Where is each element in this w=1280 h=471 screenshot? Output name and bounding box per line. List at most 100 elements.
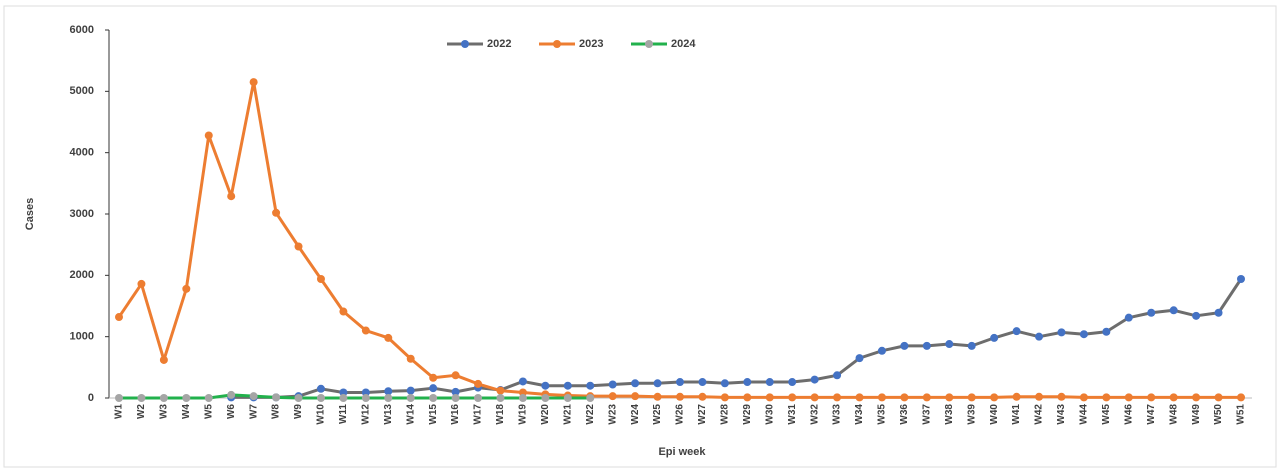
x-tick-label: W45 (1101, 404, 1112, 425)
legend-label: 2023 (579, 38, 603, 50)
data-point (227, 192, 236, 201)
data-point (339, 307, 348, 316)
data-point (1147, 393, 1156, 402)
data-point (608, 392, 617, 401)
x-tick-label: W6 (226, 404, 237, 419)
data-point (877, 346, 886, 355)
x-tick-label: W39 (966, 404, 977, 425)
data-point (339, 394, 348, 402)
data-point (182, 394, 191, 402)
x-tick-label: W34 (854, 404, 865, 425)
x-tick-label: W37 (921, 404, 932, 425)
data-point (541, 381, 550, 390)
data-point (429, 384, 438, 393)
data-point (159, 394, 168, 402)
data-point (563, 394, 572, 402)
data-point (698, 378, 707, 387)
x-tick-label: W40 (989, 404, 1000, 425)
x-tick-label: W41 (1011, 404, 1022, 425)
y-tick-label: 3000 (70, 208, 94, 220)
data-point (653, 392, 662, 401)
data-point (990, 333, 999, 342)
data-point (1147, 308, 1156, 317)
data-point (474, 394, 483, 402)
x-tick-label: W16 (450, 404, 461, 425)
data-point (496, 394, 505, 402)
data-point (720, 379, 729, 388)
data-point (1012, 327, 1021, 336)
data-point (384, 387, 393, 396)
data-point (1035, 332, 1044, 341)
x-tick-label: W31 (787, 404, 798, 425)
x-tick-label: W22 (585, 404, 596, 425)
data-point (1237, 393, 1245, 402)
data-point (743, 393, 752, 402)
x-tick-label: W25 (652, 404, 663, 425)
x-tick-label: W24 (630, 404, 641, 425)
y-tick-label: 1000 (70, 331, 94, 343)
x-tick-label: W44 (1079, 404, 1090, 425)
data-point (1124, 393, 1133, 402)
data-point (1079, 330, 1088, 339)
x-tick-label: W35 (877, 404, 888, 425)
data-point (1169, 306, 1178, 315)
data-point (406, 394, 415, 402)
y-tick-label: 4000 (70, 147, 94, 159)
x-tick-label: W36 (899, 404, 910, 425)
data-point (833, 371, 842, 380)
data-point (608, 380, 617, 389)
x-tick-label: W14 (405, 404, 416, 425)
data-point (518, 394, 527, 402)
data-point (496, 386, 505, 395)
x-tick-label: W3 (159, 404, 170, 419)
data-point (922, 341, 931, 350)
data-point (743, 378, 752, 387)
x-tick-label: W5 (203, 404, 214, 419)
data-point (676, 392, 684, 401)
chart-frame (3, 5, 1277, 468)
x-tick-label: W47 (1146, 404, 1157, 425)
data-point (855, 354, 864, 363)
data-point (1192, 311, 1201, 320)
x-tick-label: W28 (720, 404, 731, 425)
data-point (451, 387, 460, 396)
x-tick-label: W29 (742, 404, 753, 425)
data-point (294, 242, 303, 251)
data-point (922, 393, 931, 402)
x-tick-label: W51 (1236, 404, 1247, 425)
x-tick-label: W11 (338, 404, 349, 424)
y-axis-title: Cases (24, 198, 36, 230)
data-point (204, 131, 213, 140)
series-line (119, 393, 591, 400)
data-point (833, 393, 842, 402)
data-point (518, 388, 527, 397)
data-point (990, 393, 999, 402)
data-point (115, 313, 123, 322)
data-point (227, 390, 236, 399)
x-tick-label: W7 (248, 404, 259, 419)
data-point (765, 393, 774, 402)
data-point (1124, 313, 1133, 322)
y-tick-label: 5000 (70, 85, 94, 97)
data-point (900, 341, 909, 350)
x-tick-label: W32 (809, 404, 820, 425)
data-point (720, 393, 729, 402)
data-point (429, 373, 438, 382)
data-point (788, 393, 797, 402)
data-point (563, 381, 572, 390)
legend-label: 2022 (487, 38, 511, 50)
y-tick-label: 6000 (70, 24, 94, 36)
data-point (339, 388, 348, 397)
data-point (159, 355, 168, 364)
data-point (518, 377, 527, 386)
data-point (967, 393, 976, 402)
data-point (855, 393, 864, 402)
data-point (115, 394, 123, 402)
x-tick-label: W18 (495, 404, 506, 425)
data-point (1012, 392, 1021, 401)
data-point (586, 394, 595, 402)
x-tick-label: W38 (944, 404, 955, 425)
data-point (384, 394, 393, 402)
data-point (429, 394, 438, 402)
x-tick-label: W2 (136, 404, 147, 419)
